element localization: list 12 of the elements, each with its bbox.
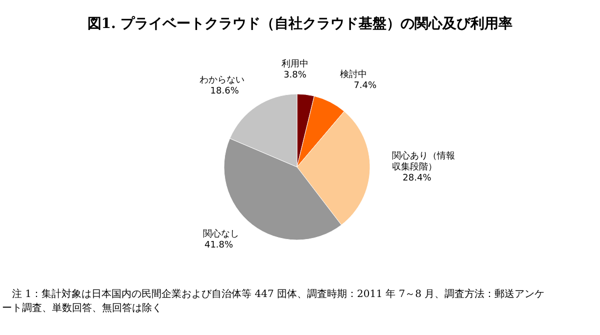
slice-label: わからない: [200, 75, 245, 86]
data-label: 18.6%: [210, 86, 240, 96]
chart-title: 図1. プライベートクラウド（自社クラウド基盤）の関心及び利用率: [87, 15, 513, 32]
slice-label: 利用中: [282, 58, 308, 70]
data-label: 3.8%: [284, 70, 307, 80]
data-label: 28.4%: [402, 173, 432, 184]
data-label: 41.8%: [204, 240, 234, 251]
slice-label: 関心なし: [202, 228, 239, 240]
slice-label: 関心あり（情報収集段階）: [392, 150, 455, 172]
text: 注 1：集計対象は日本国内の民間企業および自治体等 447 団体、調査時期：2011 年 7～8 月、調査方法：郵送アンケート調査、単数回答、無回答は除く: [2, 288, 545, 314]
slice-label: 検討中: [340, 68, 368, 80]
data-label: 7.4%: [354, 80, 378, 91]
